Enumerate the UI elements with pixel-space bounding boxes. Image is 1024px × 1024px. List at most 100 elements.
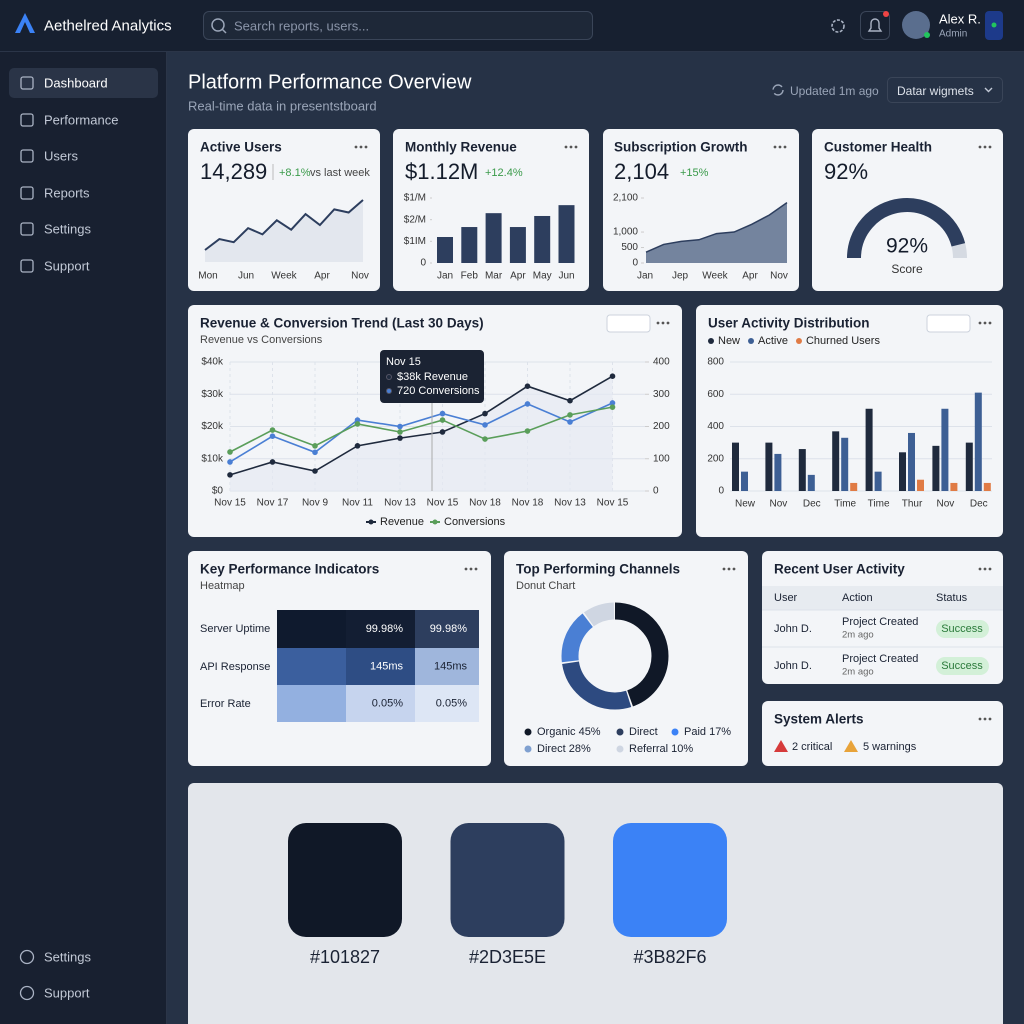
legend-label: Churned Users <box>806 335 880 347</box>
tick-label: Jan <box>637 271 653 282</box>
tick-label: $2/M <box>404 214 426 225</box>
notification-dot <box>883 11 889 17</box>
legend-marker <box>708 338 714 344</box>
tick-label: Nov <box>770 271 788 282</box>
cell-user: John D. <box>774 660 812 672</box>
nav-icon <box>20 222 34 236</box>
series-line <box>229 402 613 463</box>
nav-item[interactable]: Support <box>44 258 90 274</box>
tick-label: Nov 17 <box>257 498 289 509</box>
nav-item[interactable]: Settings <box>44 221 91 237</box>
bar <box>832 431 840 491</box>
nav-item[interactable]: Dashboard <box>44 75 108 91</box>
more-menu <box>464 567 468 571</box>
heatmap-value: 145ms <box>370 660 404 672</box>
heatmap-value: 145ms <box>434 660 468 672</box>
donut-slice <box>561 602 669 710</box>
more-menu <box>978 145 982 149</box>
tooltip-dot <box>386 374 392 380</box>
legend-label: Organic 45% <box>537 726 601 738</box>
dropdown[interactable] <box>887 77 1003 103</box>
legend-label: Conversions <box>444 516 506 528</box>
more-menu <box>469 567 473 571</box>
heatmap-cell <box>346 648 415 685</box>
tick-label: Feb <box>461 271 479 282</box>
donut-slice <box>561 602 669 710</box>
bar <box>950 482 958 491</box>
tick-label: 100 <box>653 453 670 464</box>
series-line <box>229 375 613 476</box>
tick-label: 800 <box>707 357 724 368</box>
heatmap-cell <box>415 685 479 722</box>
tick-label: 0 <box>718 486 724 497</box>
more-menu <box>978 717 982 721</box>
heatmap-value: 0.05% <box>372 697 403 709</box>
bar <box>437 237 453 263</box>
user-role: Admin <box>939 28 968 40</box>
bar <box>774 453 782 491</box>
more-menu <box>354 145 358 149</box>
nav-icon <box>20 149 34 163</box>
search-box[interactable] <box>203 11 593 40</box>
dropdown-label[interactable]: Datar wigmets <box>897 84 974 98</box>
avatar <box>902 11 930 39</box>
nav-item[interactable]: Reports <box>44 185 90 201</box>
bar <box>841 437 849 491</box>
series-point <box>524 401 531 407</box>
card-title: Monthly Revenue <box>405 139 517 155</box>
alert-text: 2 critical <box>792 741 832 753</box>
legend-marker <box>432 519 438 525</box>
row-label: Error Rate <box>200 697 251 710</box>
nav-item[interactable]: Users <box>44 148 78 164</box>
search-icon <box>211 18 225 32</box>
metric-value: 2,104 <box>614 159 670 184</box>
tick-label: Nov 15 <box>427 498 459 509</box>
tick-label: Week <box>271 271 297 282</box>
swatch-label: #101827 <box>310 947 380 967</box>
series-point <box>354 443 361 449</box>
heatmap-cell <box>277 610 346 648</box>
nav-item[interactable]: Performance <box>44 112 119 128</box>
bar <box>461 227 478 263</box>
legend-label: New <box>718 335 740 347</box>
nav-icon <box>19 949 35 965</box>
more-menu <box>978 567 982 571</box>
legend-marker <box>795 338 802 344</box>
heatmap-cell <box>415 648 479 685</box>
more-menu <box>656 321 660 325</box>
cell-time: 2m ago <box>842 629 874 641</box>
bar <box>932 445 940 491</box>
tick-label: Time <box>834 499 856 510</box>
card-subtitle: Donut Chart <box>516 580 576 592</box>
nav-item[interactable]: Settings <box>44 949 91 965</box>
series-point <box>397 429 403 435</box>
tick-label: Nov <box>770 499 788 510</box>
bar <box>899 452 906 491</box>
tick-label: Apr <box>510 271 526 282</box>
nav-item[interactable]: Support <box>44 985 90 1001</box>
heatmap-value: 0.05% <box>436 697 467 709</box>
tooltip-dot <box>386 388 392 394</box>
more-menu <box>983 145 987 149</box>
tick-label: Nov 13 <box>554 498 586 509</box>
legend-marker <box>368 519 374 525</box>
more-menu <box>988 567 992 571</box>
tick-label: $10k <box>201 453 224 464</box>
series-point <box>269 433 276 439</box>
bar <box>732 442 739 491</box>
nav-active-bg <box>9 68 158 98</box>
color-swatch <box>450 823 565 937</box>
more-menu <box>988 321 992 325</box>
bell-button[interactable] <box>860 11 890 40</box>
more-menu <box>569 145 573 149</box>
tooltip-line: 720 Conversions <box>397 385 480 397</box>
legend-marker <box>616 745 624 753</box>
updated-text: Updated 1m ago <box>790 84 879 98</box>
heatmap-cell <box>277 648 346 685</box>
page-subtitle: Real-time data in presentstboard <box>188 98 377 114</box>
card <box>696 305 1003 537</box>
tick-label: Thur <box>902 499 923 510</box>
tick-label: Jan <box>437 271 453 282</box>
column-header: Status <box>936 592 968 604</box>
